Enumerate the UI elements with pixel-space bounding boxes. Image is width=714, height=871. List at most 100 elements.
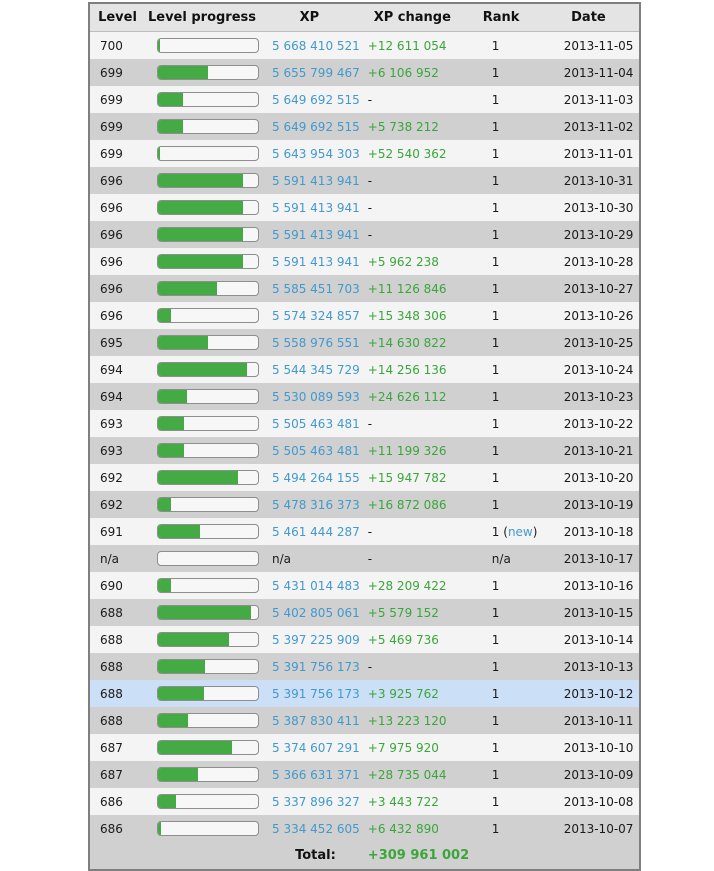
table-row[interactable]: 699 5 643 954 303 +52 540 362 1 2013-11-01 [89,140,641,167]
rank-cell: 1 [491,713,500,728]
level-progress-fill [158,660,205,673]
table-row[interactable]: 690 5 431 014 483 +28 209 422 1 2013-10-16 [89,572,641,599]
level-progress-fill [158,255,243,268]
xp-change-cell: +24 626 112 [367,389,447,404]
xp-cell: 5 591 413 941 [272,227,360,242]
table-row[interactable]: 688 5 387 830 411 +13 223 120 1 2013-10-11 [89,707,641,734]
date-cell: 2013-10-24 [563,362,634,377]
table-row[interactable]: 686 5 337 896 327 +3 443 722 1 2013-10-08 [89,788,641,815]
progress-cell [145,707,259,734]
progress-cell [145,113,259,140]
table-row[interactable]: 696 5 574 324 857 +15 348 306 1 2013-10-26 [89,302,641,329]
table-row[interactable]: 691 5 461 444 287- 1 (new) 2013-10-18 [89,518,641,545]
xp-cell: 5 391 756 173 [272,659,360,674]
level-progress-fill [158,795,176,808]
level-progress-fill [158,741,232,754]
date-cell: 2013-11-02 [563,119,634,134]
xp-cell: 5 397 225 909 [272,632,360,647]
progress-cell [145,464,259,491]
table-row[interactable]: 688 5 397 225 909 +5 469 736 1 2013-10-14 [89,626,641,653]
rank-cell: 1 [491,389,500,404]
date-cell: 2013-10-19 [563,497,634,512]
table-row[interactable]: 692 5 494 264 155 +15 947 782 1 2013-10-20 [89,464,641,491]
table-row[interactable]: 687 5 374 607 291 +7 975 920 1 2013-10-10 [89,734,641,761]
table-row[interactable]: 688 5 402 805 061 +5 579 152 1 2013-10-15 [89,599,641,626]
xp-cell: 5 391 756 173 [272,686,360,701]
table-row[interactable]: 696 5 591 413 941- 1 2013-10-30 [89,194,641,221]
table-row[interactable]: 696 5 591 413 941- 1 2013-10-29 [89,221,641,248]
table-row[interactable]: 692 5 478 316 373 +16 872 086 1 2013-10-19 [89,491,641,518]
level-progress-bar [157,713,259,728]
xp-history-table: Level Level progress XP XP change Rank D… [88,2,642,871]
date-cell: 2013-11-04 [563,65,634,80]
date-cell: 2013-10-21 [563,443,634,458]
xp-cell: 5 505 463 481 [272,416,360,431]
date-cell: 2013-10-29 [563,227,634,242]
level-progress-fill [158,579,171,592]
table-row[interactable]: 694 5 530 089 593 +24 626 112 1 2013-10-23 [89,383,641,410]
table-row[interactable]: 688 5 391 756 173- 1 2013-10-13 [89,653,641,680]
xp-cell: 5 574 324 857 [272,308,360,323]
xp-change-cell: +11 199 326 [367,443,447,458]
progress-cell [145,572,259,599]
level-progress-bar [157,551,259,566]
level-cell: 694 [100,389,123,404]
level-progress-fill [158,174,243,187]
level-cell: 691 [100,524,123,539]
date-cell: 2013-10-08 [563,794,634,809]
xp-change-cell: +15 348 306 [367,308,447,323]
xp-cell: 5 668 410 521 [272,38,360,53]
progress-cell [145,59,259,86]
table-row[interactable]: n/a n/a - n/a 2013-10-17 [89,545,641,572]
table-row[interactable]: 699 5 649 692 515 +5 738 212 1 2013-11-02 [89,113,641,140]
xp-change-cell: - [367,200,373,215]
level-cell: 687 [100,767,123,782]
rank-cell: 1 [491,173,500,188]
table-row[interactable]: 695 5 558 976 551 +14 630 822 1 2013-10-25 [89,329,641,356]
level-cell: 686 [100,794,123,809]
table-row[interactable]: 696 5 591 413 941- 1 2013-10-31 [89,167,641,194]
rank-cell: 1 [491,308,500,323]
progress-cell [145,383,259,410]
level-cell: 686 [100,821,123,836]
xp-change-cell: +14 630 822 [367,335,447,350]
table-row[interactable]: 699 5 655 799 467 +6 106 952 1 2013-11-04 [89,59,641,86]
table-row[interactable]: 693 5 505 463 481 +11 199 326 1 2013-10-21 [89,437,641,464]
column-header-xp: XP [259,3,360,32]
xp-change-cell: +16 872 086 [367,497,447,512]
progress-cell [145,140,259,167]
level-cell: 699 [100,65,123,80]
date-cell: 2013-10-18 [563,524,634,539]
table-row[interactable]: 699 5 649 692 515- 1 2013-11-03 [89,86,641,113]
table-row[interactable]: 696 5 585 451 703 +11 126 846 1 2013-10-27 [89,275,641,302]
level-cell: 688 [100,686,123,701]
table-row[interactable]: 696 5 591 413 941 +5 962 238 1 2013-10-28 [89,248,641,275]
rank-cell: 1 [491,659,500,674]
level-progress-bar [157,497,259,512]
level-progress-fill [158,228,243,241]
level-progress-fill [158,822,161,835]
table-row[interactable]: 693 5 505 463 481- 1 2013-10-22 [89,410,641,437]
xp-change-cell: +14 256 136 [367,362,447,377]
column-header-level-progress: Level progress [145,3,259,32]
table-row[interactable]: 687 5 366 631 371 +28 735 044 1 2013-10-09 [89,761,641,788]
level-progress-bar [157,659,259,674]
date-cell: 2013-10-27 [563,281,634,296]
level-progress-bar [157,524,259,539]
xp-cell: 5 387 830 411 [272,713,360,728]
level-progress-fill [158,471,238,484]
progress-cell [145,302,259,329]
table-row[interactable]: 694 5 544 345 729 +14 256 136 1 2013-10-24 [89,356,641,383]
table-row[interactable]: 686 5 334 452 605 +6 432 890 1 2013-10-07 [89,815,641,842]
level-progress-bar [157,767,259,782]
xp-cell: 5 655 799 467 [272,65,360,80]
level-cell: 693 [100,443,123,458]
table-row[interactable]: 700 5 668 410 521 +12 611 054 1 2013-11-05 [89,31,641,59]
xp-change-cell: +7 975 920 [367,740,439,755]
level-cell: 696 [100,254,123,269]
level-progress-bar [157,443,259,458]
rank-cell: 1 [491,38,500,53]
table-row[interactable]: 688 5 391 756 173 +3 925 762 1 2013-10-12 [89,680,641,707]
level-progress-bar [157,92,259,107]
